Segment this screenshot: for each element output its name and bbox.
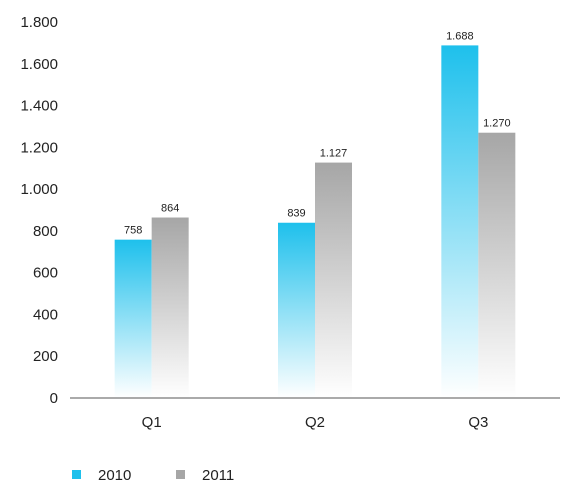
legend-swatch-2010 xyxy=(72,470,81,479)
data-label: 839 xyxy=(287,208,305,220)
x-tick-label: Q2 xyxy=(305,414,325,431)
x-axis: Q1 Q2 Q3 xyxy=(142,414,489,431)
y-tick-label: 0 xyxy=(50,390,58,407)
legend-swatch-2011 xyxy=(176,470,185,479)
y-tick-label: 200 xyxy=(33,348,58,365)
legend: 2010 2011 xyxy=(72,467,234,482)
y-tick-label: 400 xyxy=(33,306,58,323)
y-tick-label: 1.000 xyxy=(20,181,58,198)
bar-2011-Q2 xyxy=(315,162,352,398)
y-axis: 0 200 400 600 800 1.000 1.200 1.400 1.600 1.800 xyxy=(20,14,58,407)
data-label: 758 xyxy=(124,225,142,237)
data-label: 864 xyxy=(161,203,179,215)
y-tick-label: 1.200 xyxy=(20,139,58,156)
bar-2010-Q3 xyxy=(441,45,479,398)
legend-label: 2011 xyxy=(202,467,234,482)
bar-2011-Q1 xyxy=(151,217,189,398)
bar-2010-Q1 xyxy=(114,239,152,398)
data-label: 1.127 xyxy=(320,148,348,160)
y-tick-label: 1.400 xyxy=(20,98,58,115)
y-tick-label: 1.600 xyxy=(20,56,58,73)
y-tick-label: 1.800 xyxy=(20,14,58,31)
data-label: 1.270 xyxy=(483,118,511,130)
bars xyxy=(114,45,516,398)
bar-2011-Q3 xyxy=(478,132,516,398)
bar-2010-Q2 xyxy=(278,222,315,398)
data-label: 1.688 xyxy=(446,30,474,42)
y-tick-label: 600 xyxy=(33,265,58,282)
data-labels: 758 864 839 1.127 1.688 1.270 xyxy=(124,30,511,236)
x-tick-label: Q1 xyxy=(142,414,162,431)
legend-label: 2010 xyxy=(98,467,131,482)
y-tick-label: 800 xyxy=(33,223,58,240)
x-tick-label: Q3 xyxy=(468,414,488,431)
